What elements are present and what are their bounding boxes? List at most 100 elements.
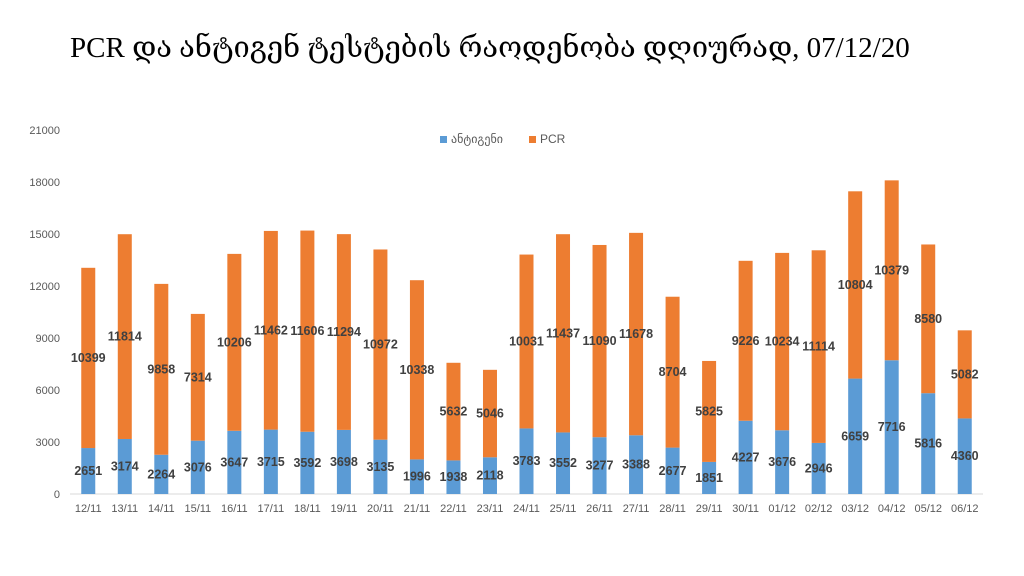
bar-antigen [263,429,278,494]
bar-antigen [702,461,717,494]
data-label-pcr: 11462 [254,323,288,337]
data-label-pcr: 11606 [290,324,324,338]
x-tick-label: 16/11 [221,503,248,515]
bar-antigen [482,457,497,494]
bar-antigen [446,460,461,494]
data-label-pcr: 10972 [363,338,398,352]
bar-pcr [921,244,936,394]
x-tick-label: 18/11 [294,503,321,515]
data-label-antigen: 6659 [841,429,869,443]
legend-label: PCR [540,132,566,146]
bar-pcr [446,362,461,461]
bar-antigen [884,360,899,494]
x-tick-label: 19/11 [331,503,358,515]
y-tick-label: 3000 [36,437,60,449]
bar-pcr [81,267,96,449]
bar-pcr [482,369,497,458]
x-tick-label: 26/11 [586,503,613,515]
data-label-pcr: 10338 [400,363,435,377]
bar-pcr [702,360,717,462]
bar-antigen [81,448,96,494]
x-tick-label: 03/12 [841,503,869,515]
bar-pcr [336,234,351,430]
bar-antigen [811,442,826,494]
x-tick-label: 29/11 [696,503,723,515]
data-label-pcr: 7314 [184,370,212,384]
data-label-pcr: 10399 [71,351,106,365]
data-label-pcr: 10206 [217,335,252,349]
x-tick-label: 06/12 [951,503,979,515]
bar-pcr [592,244,607,438]
data-label-pcr: 11090 [583,334,617,348]
data-label-antigen: 3076 [184,460,212,474]
data-label-antigen: 3698 [330,455,358,469]
bar-pcr [665,296,680,448]
bar-antigen [629,435,644,494]
data-label-pcr: 9226 [732,334,760,348]
data-label-pcr: 10804 [838,278,873,292]
data-label-antigen: 2118 [476,469,503,483]
bar-antigen [227,430,242,494]
data-label-antigen: 2264 [147,467,175,481]
bar-pcr [811,250,826,443]
data-label-pcr: 8704 [659,365,687,379]
bar-antigen [775,430,790,494]
bar-pcr [775,252,790,431]
data-label-pcr: 8580 [914,312,942,326]
data-label-antigen: 4360 [951,449,979,463]
bar-pcr [227,253,242,431]
x-tick-label: 14/11 [148,503,175,515]
bar-pcr [629,232,644,436]
bar-antigen [373,439,388,494]
y-tick-label: 21000 [29,125,60,137]
data-label-pcr: 5046 [476,407,504,421]
data-label-antigen: 2651 [74,464,102,478]
data-label-antigen: 7716 [878,420,906,434]
data-label-pcr: 5825 [695,404,723,418]
bar-pcr [373,249,388,440]
bar-pcr [556,234,571,433]
slide-title: PCR და ანტიგენ ტესტების რაოდენობა დღიურა… [70,32,910,64]
y-tick-label: 15000 [29,229,60,241]
data-label-pcr: 10379 [874,263,909,277]
data-label-pcr: 10234 [765,335,800,349]
y-tick-label: 6000 [36,385,60,397]
bar-antigen [117,438,132,494]
data-label-pcr: 5082 [951,367,979,381]
data-label-antigen: 3552 [549,456,577,470]
data-label-antigen: 2946 [805,461,833,475]
data-label-antigen: 3135 [367,460,395,474]
bar-pcr [848,191,863,379]
data-label-pcr: 5632 [440,405,468,419]
data-label-antigen: 4227 [732,450,760,464]
data-label-antigen: 1851 [695,471,723,485]
x-tick-label: 17/11 [258,503,285,515]
data-label-pcr: 11437 [546,326,580,340]
x-tick-label: 25/11 [550,503,577,515]
data-label-antigen: 3592 [293,456,321,470]
data-label-pcr: 11814 [108,330,142,344]
bar-antigen [519,428,534,494]
bar-pcr [117,234,132,439]
bar-pcr [884,180,899,361]
x-tick-label: 20/11 [367,503,394,515]
data-label-antigen: 3676 [768,455,796,469]
bar-antigen [921,393,936,494]
bar-antigen [957,418,972,494]
bar-pcr [300,230,315,432]
x-tick-label: 04/12 [878,503,906,515]
bar-pcr [190,313,205,441]
data-label-pcr: 11114 [802,340,835,354]
x-tick-label: 27/11 [623,503,650,515]
data-label-antigen: 3174 [111,459,139,473]
bar-antigen [556,432,571,494]
data-label-antigen: 3647 [220,455,248,469]
legend-swatch [440,136,447,143]
bar-antigen [190,440,205,494]
data-label-antigen: 3715 [257,455,285,469]
bar-pcr [519,254,534,429]
bar-antigen [665,447,680,494]
data-label-antigen: 3277 [586,459,614,473]
data-label-antigen: 1938 [440,470,468,484]
